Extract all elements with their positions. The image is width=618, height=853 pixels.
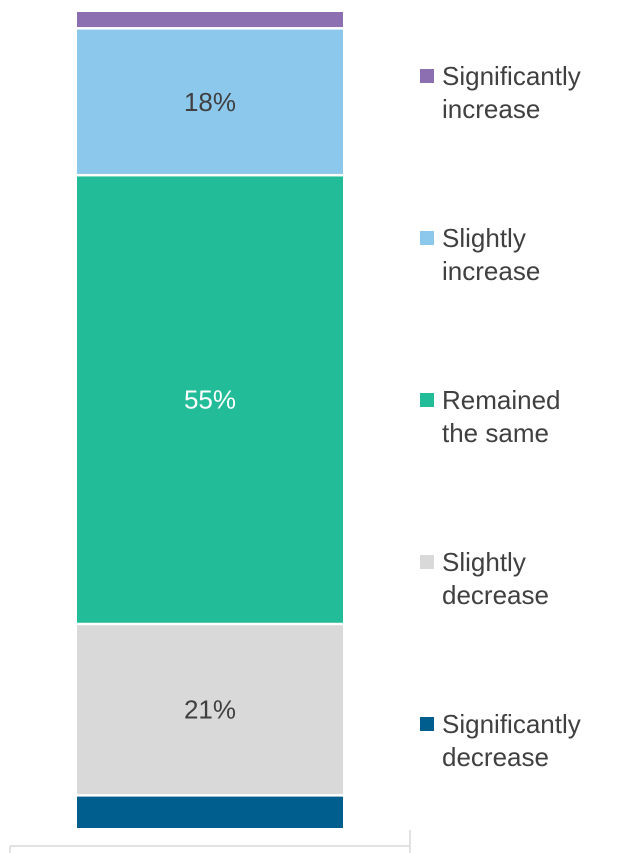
stacked-bar [77, 12, 343, 828]
legend-swatch-remained-the-same [420, 393, 434, 407]
legend-label-remained-the-same-line-2: the same [442, 418, 549, 448]
segment-labels: 21% 55% 18% [184, 87, 236, 725]
legend-swatch-slightly-decrease [420, 555, 434, 569]
legend-swatch-significantly-increase [420, 69, 434, 83]
legend-label-remained-the-same-line-1: Remained [442, 385, 561, 415]
legend-label-significantly-increase-line-2: increase [442, 94, 540, 124]
bar-segment-significantly-decrease [77, 796, 343, 828]
bar-segment-slightly-increase [77, 29, 343, 174]
legend-swatch-slightly-increase [420, 231, 434, 245]
legend-label-slightly-decrease-line-1: Slightly [442, 547, 526, 577]
legend-label-slightly-increase-line-1: Slightly [442, 223, 526, 253]
data-label-remained-the-same: 55% [184, 385, 236, 415]
bar-segment-remained-the-same [77, 176, 343, 623]
data-label-slightly-increase: 18% [184, 87, 236, 117]
data-label-slightly-decrease: 21% [184, 695, 236, 725]
legend-label-significantly-decrease-line-2: decrease [442, 742, 549, 772]
legend-label-slightly-decrease-line-2: decrease [442, 580, 549, 610]
legend: SignificantlyincreaseSlightlyincreaseRem… [420, 61, 581, 772]
bar-segment-slightly-decrease [77, 625, 343, 795]
legend-swatch-significantly-decrease [420, 717, 434, 731]
legend-label-slightly-increase-line-2: increase [442, 256, 540, 286]
bar-segment-significantly-increase [77, 12, 343, 28]
legend-label-significantly-increase-line-1: Significantly [442, 61, 581, 91]
legend-label-significantly-decrease-line-1: Significantly [442, 709, 581, 739]
